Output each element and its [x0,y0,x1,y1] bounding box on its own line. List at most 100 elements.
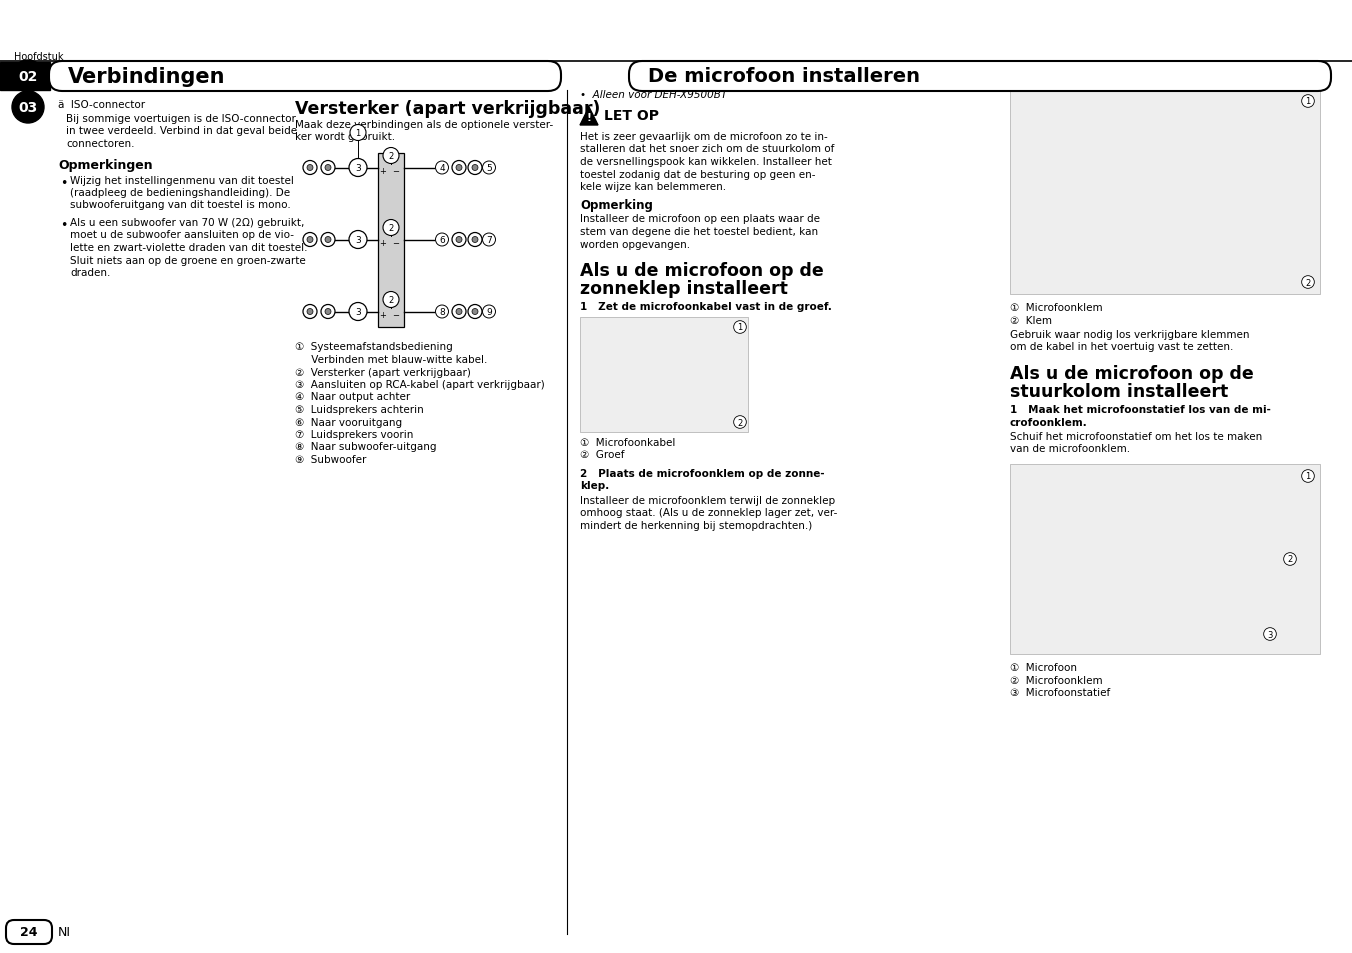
Text: ④  Naar output achter: ④ Naar output achter [295,392,410,402]
Text: Verbindingen: Verbindingen [68,67,226,87]
Bar [1010,464,1320,655]
Text: 24: 24 [20,925,38,939]
Bar [580,317,748,433]
Text: Opmerkingen: Opmerkingen [58,159,153,172]
Text: •  Alleen voor DEH-X9500BT: • Alleen voor DEH-X9500BT [580,90,727,100]
Text: moet u de subwoofer aansluiten op de vio-: moet u de subwoofer aansluiten op de vio… [70,231,293,240]
Text: van de microfoonklem.: van de microfoonklem. [1010,444,1130,454]
Circle shape [452,305,466,319]
Text: 02: 02 [19,70,38,84]
Text: +: + [380,167,387,175]
Text: ③  Aansluiten op RCA-kabel (apart verkrijgbaar): ③ Aansluiten op RCA-kabel (apart verkrij… [295,379,545,390]
Text: 5: 5 [487,164,492,172]
Bar [379,153,404,327]
Text: 6: 6 [439,235,445,245]
Text: ①  Microfoonkabel: ① Microfoonkabel [580,437,676,448]
Text: Maak deze verbindingen als de optionele verster-: Maak deze verbindingen als de optionele … [295,120,553,130]
Text: draden.: draden. [70,268,111,277]
Circle shape [349,232,366,250]
Text: ker wordt gebruikt.: ker wordt gebruikt. [295,132,395,142]
Text: lette en zwart-violette draden van dit toestel.: lette en zwart-violette draden van dit t… [70,243,307,253]
Circle shape [383,149,399,164]
Text: ②  Versterker (apart verkrijgbaar): ② Versterker (apart verkrijgbaar) [295,367,470,377]
Text: 9: 9 [487,308,492,316]
Text: 3: 3 [356,235,361,245]
Circle shape [12,91,45,124]
Circle shape [320,233,335,247]
Text: 1: 1 [1306,97,1310,107]
Text: subwooferuitgang van dit toestel is mono.: subwooferuitgang van dit toestel is mono… [70,200,291,211]
Circle shape [383,220,399,236]
Text: 03: 03 [19,101,38,115]
FancyBboxPatch shape [629,62,1330,91]
Text: ⑨  Subwoofer: ⑨ Subwoofer [295,455,366,464]
Text: 3: 3 [356,164,361,172]
Text: ⑧  Naar subwoofer-uitgang: ⑧ Naar subwoofer-uitgang [295,442,437,452]
Text: 2: 2 [388,295,393,305]
Text: 7: 7 [487,235,492,245]
Text: ①  Microfoonklem: ① Microfoonklem [1010,303,1103,313]
Circle shape [303,233,316,247]
Text: Bij sommige voertuigen is de ISO-connector: Bij sommige voertuigen is de ISO-connect… [66,113,296,124]
Circle shape [383,293,399,308]
Text: klep.: klep. [580,481,610,491]
Text: in twee verdeeld. Verbind in dat geval beide: in twee verdeeld. Verbind in dat geval b… [66,127,297,136]
Bar [1010,90,1320,294]
Text: +: + [380,239,387,248]
Circle shape [303,305,316,319]
Text: 8: 8 [439,308,445,316]
Text: NI: NI [58,925,72,939]
Text: −: − [392,239,399,248]
Text: connectoren.: connectoren. [66,139,134,149]
Text: 1: 1 [737,323,742,333]
Circle shape [349,303,366,321]
Text: Installeer de microfoon op een plaats waar de: Installeer de microfoon op een plaats wa… [580,214,821,224]
Text: Wijzig het instellingenmenu van dit toestel: Wijzig het instellingenmenu van dit toes… [70,175,293,185]
Text: (raadpleeg de bedieningshandleiding). De: (raadpleeg de bedieningshandleiding). De [70,188,291,198]
Text: 3: 3 [356,308,361,316]
Text: −: − [392,167,399,175]
Circle shape [456,309,462,315]
Text: !: ! [587,112,591,123]
Text: LET OP: LET OP [604,109,658,123]
Text: 1   Maak het microfoonstatief los van de mi-: 1 Maak het microfoonstatief los van de m… [1010,405,1271,415]
Text: Sluit niets aan op de groene en groen-zwarte: Sluit niets aan op de groene en groen-zw… [70,255,306,265]
Text: Verbinden met blauw-witte kabel.: Verbinden met blauw-witte kabel. [295,355,487,365]
Circle shape [324,309,331,315]
Text: stuurkolom installeert: stuurkolom installeert [1010,382,1228,400]
Text: ③  Microfoonstatief: ③ Microfoonstatief [1010,687,1110,698]
Text: toestel zodanig dat de besturing op geen en-: toestel zodanig dat de besturing op geen… [580,170,815,179]
Circle shape [472,237,479,243]
FancyBboxPatch shape [49,62,561,91]
Text: crofoonklem.: crofoonklem. [1010,417,1088,427]
Text: Gebruik waar nodig los verkrijgbare klemmen: Gebruik waar nodig los verkrijgbare klem… [1010,330,1249,339]
Text: ②  Groef: ② Groef [580,450,625,460]
Text: +: + [380,311,387,319]
Circle shape [324,165,331,172]
Circle shape [468,233,483,247]
Text: 4: 4 [439,164,445,172]
Text: ⑥  Naar vooruitgang: ⑥ Naar vooruitgang [295,417,402,427]
Text: zonneklep installeert: zonneklep installeert [580,280,788,297]
Bar [0,63,50,91]
Text: •: • [59,176,68,190]
Text: ⑦  Luidsprekers voorin: ⑦ Luidsprekers voorin [295,430,414,439]
Circle shape [324,237,331,243]
Text: stem van degene die het toestel bedient, kan: stem van degene die het toestel bedient,… [580,227,818,236]
Text: omhoog staat. (Als u de zonneklep lager zet, ver-: omhoog staat. (Als u de zonneklep lager … [580,508,837,518]
Text: 2: 2 [388,152,393,161]
Text: Opmerking: Opmerking [580,199,653,213]
Text: De microfoon installeren: De microfoon installeren [648,68,919,87]
Text: mindert de herkenning bij stemopdrachten.): mindert de herkenning bij stemopdrachten… [580,520,813,531]
Text: •: • [59,219,68,232]
Text: Installeer de microfoonklem terwijl de zonneklep: Installeer de microfoonklem terwijl de z… [580,496,836,505]
Circle shape [468,305,483,319]
Text: 1: 1 [1306,472,1310,481]
Text: 2: 2 [388,224,393,233]
Text: stalleren dat het snoer zich om de stuurkolom of: stalleren dat het snoer zich om de stuur… [580,144,834,154]
Circle shape [307,165,314,172]
Text: Schuif het microfoonstatief om het los te maken: Schuif het microfoonstatief om het los t… [1010,432,1263,441]
Circle shape [349,159,366,177]
Circle shape [472,309,479,315]
Text: ⑤  Luidsprekers achterin: ⑤ Luidsprekers achterin [295,405,423,415]
